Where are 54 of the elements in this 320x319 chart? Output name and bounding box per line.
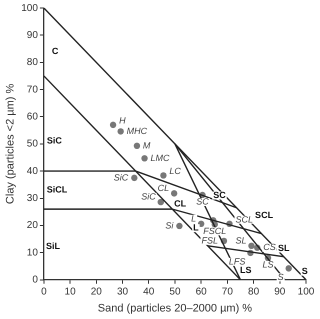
- y-tick-label: 80: [26, 57, 38, 68]
- x-axis-title: Sand (particles 20–2000 µm) %: [98, 302, 252, 314]
- y-tick-label: 10: [26, 247, 38, 258]
- data-label: FSL: [201, 235, 218, 246]
- data-label: LS: [262, 260, 274, 270]
- y-tick-label: 60: [26, 111, 38, 122]
- y-tick-label: 100: [21, 2, 38, 14]
- data-label: S: [278, 272, 284, 282]
- x-tick-label: 0: [41, 286, 48, 298]
- annotation: SiC: [46, 136, 62, 146]
- data-label: SC: [196, 196, 210, 206]
- y-tick-label: 90: [26, 30, 38, 41]
- data-label: MHC: [126, 126, 148, 136]
- data-label: Si: [165, 220, 174, 230]
- y-tick-label: 20: [26, 220, 38, 232]
- y-tick-label: 30: [26, 193, 38, 204]
- x-tick-label: 60: [196, 286, 208, 298]
- annotation: CL: [174, 198, 187, 209]
- data-label: LC: [169, 166, 182, 176]
- data-label: CS: [263, 242, 276, 252]
- data-label: SCL: [235, 214, 253, 224]
- x-tick-label: 40: [143, 286, 155, 298]
- data-label: LFS: [228, 256, 246, 266]
- data-label: H: [119, 115, 126, 126]
- annotation: LS: [240, 265, 252, 276]
- data-label: CL: [158, 182, 170, 193]
- annotation: S: [302, 266, 308, 276]
- data-label: FSCL: [203, 226, 226, 236]
- x-tick-label: 70: [222, 286, 234, 298]
- annotation: SC: [213, 190, 226, 200]
- annotation: L: [193, 222, 200, 233]
- x-tick-label: 90: [274, 286, 286, 298]
- data-label: SiC: [114, 172, 129, 182]
- x-tick-label: 80: [248, 286, 260, 298]
- annotation: SiCL: [46, 184, 68, 195]
- y-tick-label: 50: [26, 138, 38, 150]
- x-tick-label: 30: [116, 286, 129, 298]
- data-label: SiC: [141, 192, 156, 202]
- x-tick-label: 100: [298, 286, 315, 298]
- data-label: SL: [235, 235, 246, 246]
- annotation: SiL: [46, 241, 61, 252]
- x-tick-label: 10: [64, 286, 76, 298]
- y-tick-label: 0: [32, 274, 38, 286]
- y-axis-title: Clay (particles <2 µm) %: [4, 84, 17, 204]
- data-label: L: [191, 213, 196, 224]
- y-tick-label: 70: [26, 84, 38, 96]
- annotation: SCL: [255, 210, 274, 220]
- data-label: LMC: [150, 152, 170, 163]
- x-tick-label: 50: [169, 286, 181, 298]
- y-tick-label: 40: [26, 166, 38, 177]
- annotation: C: [52, 46, 59, 56]
- data-label: M: [142, 140, 151, 150]
- annotation: SL: [278, 243, 290, 254]
- x-tick-label: 20: [90, 286, 102, 298]
